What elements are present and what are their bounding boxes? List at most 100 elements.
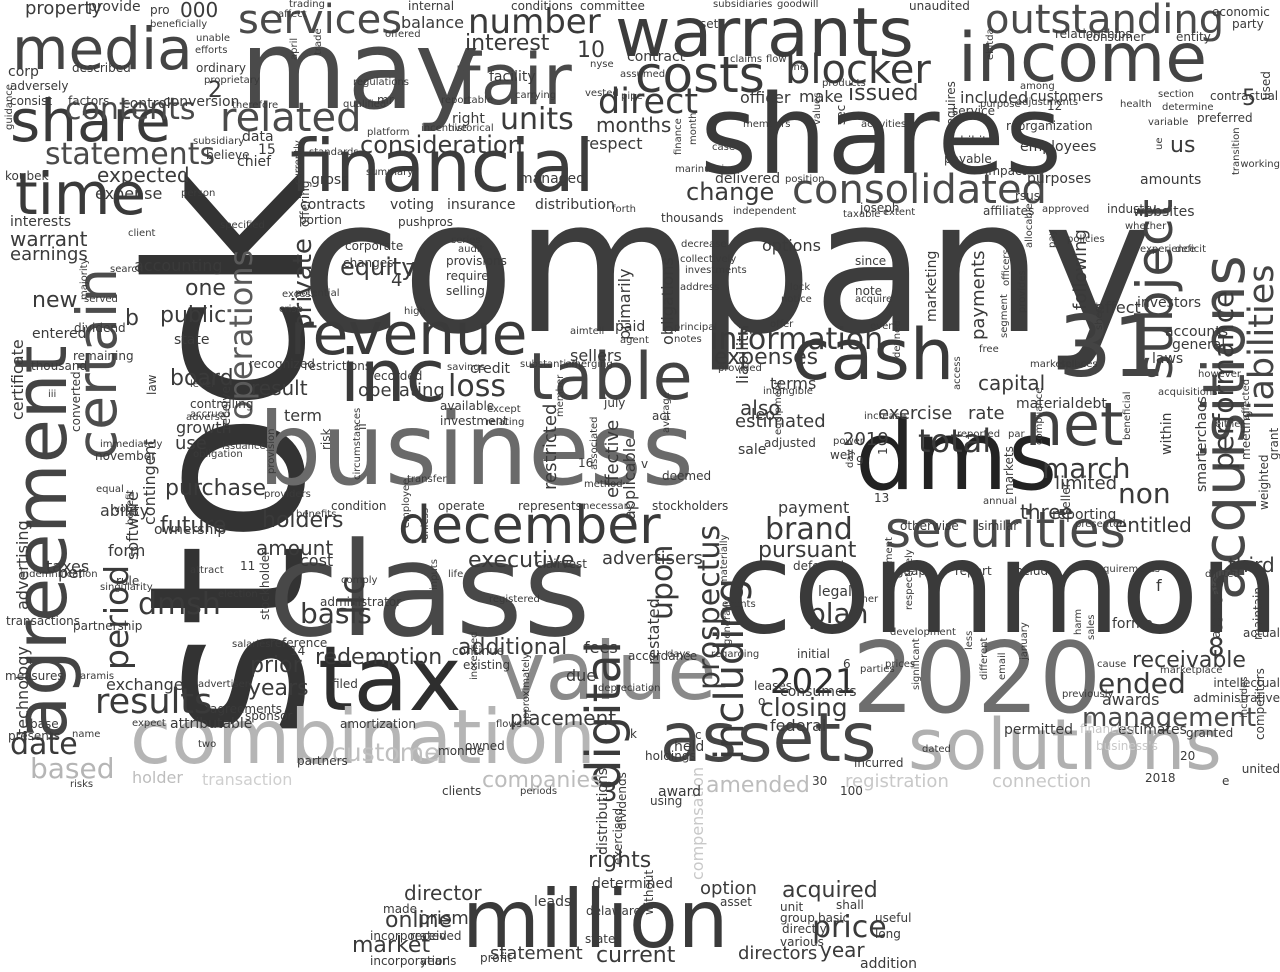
- cloud-word: consideration: [360, 131, 523, 159]
- cloud-word: immediately: [100, 439, 163, 450]
- cloud-word: currently: [293, 140, 304, 185]
- cloud-word: significant: [911, 638, 922, 690]
- cloud-word: provision: [266, 428, 277, 475]
- cloud-word: respect: [583, 134, 643, 153]
- cloud-word: unit: [780, 900, 804, 914]
- cloud-word: distributions: [595, 767, 611, 855]
- cloud-word: platform: [367, 127, 410, 138]
- cloud-word: 1: [876, 447, 890, 455]
- cloud-word: sec: [834, 104, 848, 125]
- cloud-word: due: [566, 666, 597, 685]
- cloud-word: shares: [700, 71, 1063, 199]
- cloud-word: additional: [458, 635, 568, 660]
- cloud-word: websites: [1133, 204, 1195, 220]
- cloud-word: annual: [983, 496, 1018, 507]
- cloud-word: historical: [448, 123, 494, 134]
- cloud-word: trade: [313, 28, 324, 55]
- cloud-word: continue: [452, 644, 505, 658]
- cloud-word: circumstances: [352, 407, 363, 480]
- cloud-word: years: [248, 676, 309, 701]
- cloud-word: result: [251, 376, 308, 400]
- cloud-word: offering: [298, 180, 312, 227]
- cloud-word: without: [642, 869, 656, 915]
- cloud-word: savings: [447, 362, 485, 373]
- cloud-word: accordance: [628, 649, 698, 663]
- cloud-word: substantially: [520, 359, 584, 370]
- cloud-word: notice: [781, 294, 812, 305]
- cloud-word: access: [952, 356, 963, 390]
- cloud-word: conversion: [163, 94, 240, 110]
- cloud-word: certificate: [8, 339, 27, 420]
- cloud-word: 3: [601, 778, 618, 808]
- cloud-word: life: [448, 569, 464, 580]
- cloud-word: beneficially: [150, 19, 208, 30]
- cloud-word: revenue: [290, 300, 528, 368]
- cloud-word: one: [185, 276, 226, 301]
- cloud-word: insurance: [447, 197, 516, 213]
- cloud-word: ordinary: [196, 61, 247, 75]
- cloud-word: mr: [377, 93, 394, 107]
- cloud-word: relating: [486, 417, 525, 428]
- cloud-word: sales: [1086, 614, 1097, 640]
- cloud-word: balance: [401, 13, 464, 32]
- cloud-word: parties: [860, 664, 895, 675]
- cloud-word: redemption: [315, 645, 443, 670]
- cloud-word: closing: [760, 693, 848, 722]
- cloud-word: partners: [297, 754, 348, 768]
- cloud-word: control: [122, 96, 171, 112]
- cloud-word: company: [300, 159, 1153, 375]
- cloud-word: require: [446, 269, 489, 283]
- cloud-word: contracts: [300, 197, 366, 213]
- cloud-word: registered: [489, 594, 540, 605]
- cloud-word: time: [15, 160, 147, 228]
- cloud-word: property: [25, 0, 103, 19]
- cloud-word: recorded: [369, 369, 423, 383]
- cloud-word: administrator: [320, 595, 402, 609]
- cloud-word: interests: [10, 214, 72, 230]
- cloud-word: combination: [130, 693, 596, 781]
- cloud-word: benefit: [125, 489, 136, 525]
- cloud-word: purposes: [1027, 171, 1092, 187]
- cloud-word: beneficial: [1122, 391, 1133, 440]
- cloud-word: aramis: [80, 671, 115, 682]
- cloud-word: directly: [782, 922, 827, 936]
- cloud-word: rate: [968, 403, 1005, 424]
- cloud-word: f: [1156, 576, 1162, 595]
- cloud-word: k: [630, 727, 637, 741]
- cloud-word: reportable: [441, 95, 493, 106]
- cloud-word: customers: [1030, 89, 1104, 105]
- cloud-word: values: [812, 92, 823, 125]
- cloud-word: table: [528, 340, 693, 415]
- cloud-word: asset: [720, 895, 752, 909]
- cloud-word: estimates: [1118, 722, 1187, 738]
- cloud-word: leases: [754, 679, 792, 693]
- cloud-word: necessary: [583, 501, 634, 512]
- cloud-word: controlling: [190, 397, 254, 411]
- cloud-word: 16: [578, 456, 594, 470]
- cloud-word: pipe: [621, 91, 643, 102]
- cloud-word: associated: [589, 416, 600, 471]
- cloud-word: results: [95, 682, 213, 722]
- cloud-word: stockholder: [258, 549, 272, 620]
- cloud-word: reference: [270, 636, 328, 650]
- cloud-word: carrying: [515, 90, 557, 101]
- cloud-word: conditions: [511, 0, 573, 13]
- cloud-word: prices: [885, 659, 916, 670]
- cloud-word: january: [1019, 622, 1030, 660]
- cloud-word: providers: [264, 489, 311, 500]
- cloud-word: provides: [1017, 270, 1028, 313]
- cloud-word: profit: [480, 951, 512, 965]
- cloud-word: agent: [620, 335, 649, 346]
- cloud-word: 6: [843, 657, 851, 671]
- cloud-word: 100: [840, 784, 863, 798]
- cloud-word: estimated: [735, 411, 826, 432]
- cloud-word: v: [641, 457, 649, 471]
- cloud-word: benefits: [296, 509, 337, 520]
- cloud-word: dividends: [615, 772, 629, 830]
- cloud-word: issuance: [222, 441, 266, 452]
- cloud-word: recognized: [249, 357, 315, 371]
- cloud-word: monroe: [438, 744, 485, 758]
- cloud-word: deferred: [793, 559, 844, 573]
- cloud-word: compliance: [1034, 387, 1045, 445]
- cloud-word: vested: [585, 88, 619, 99]
